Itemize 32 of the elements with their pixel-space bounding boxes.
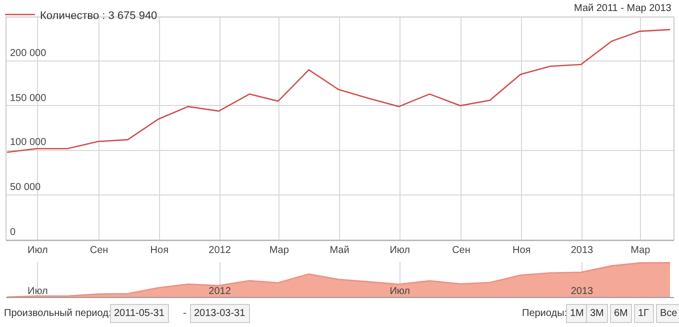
text: 6М <box>614 308 628 319</box>
text: 2013-03-31 <box>194 308 246 319</box>
text: 1М <box>570 308 584 319</box>
text: 2011-05-31 <box>114 308 165 319</box>
x-tick-label: Мар <box>630 245 651 256</box>
legend-label: Количество : 3 675 940 <box>40 10 158 22</box>
y-tick-label: 100 000 <box>10 137 47 148</box>
x-tick-label: Ноя <box>512 245 531 256</box>
x-tick-label: Май <box>330 245 350 256</box>
y-tick-label: 150 000 <box>10 93 47 104</box>
x-tick-label: Сен <box>90 245 108 256</box>
x-tick-label: 2012 <box>208 245 232 256</box>
x-tick-label: 2013 <box>570 286 594 297</box>
text: Произвольный период: <box>4 308 112 319</box>
x-tick-label: 2012 <box>208 286 232 297</box>
text: 1Г <box>638 308 650 319</box>
x-tick-label: Июл <box>390 286 410 297</box>
x-tick-label: Июл <box>28 245 48 256</box>
y-tick-label: 0 <box>10 227 16 238</box>
x-tick-label: Ноя <box>150 245 168 256</box>
x-tick-label: 2013 <box>570 245 594 256</box>
x-tick-label: Июл <box>28 286 48 297</box>
text: 3М <box>590 308 604 319</box>
chart-subtitle: Май 2011 - Мар 2013 <box>574 3 672 14</box>
x-tick-label: Июл <box>390 245 410 256</box>
y-tick-label: 200 000 <box>10 48 47 59</box>
y-tick-label: 50 000 <box>10 182 42 193</box>
text: Все <box>660 308 678 319</box>
x-tick-label: Сен <box>452 245 470 256</box>
text: Периоды: <box>522 308 568 319</box>
text: - <box>183 308 186 319</box>
x-tick-label: Мар <box>269 245 290 256</box>
